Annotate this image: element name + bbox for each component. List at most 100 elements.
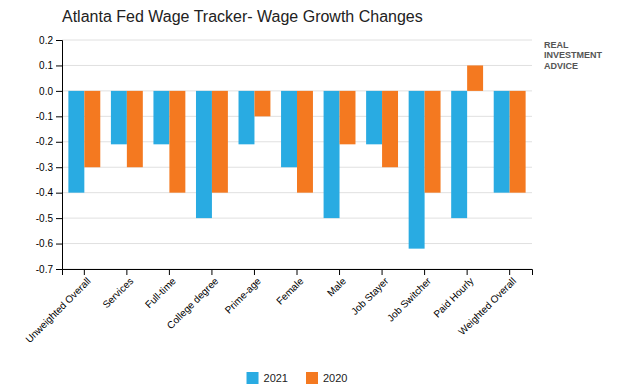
legend-label: 2021 [264,372,288,384]
x-axis: Unweighted OverallServicesFull-timeColle… [23,269,532,345]
tick: -0.4 [36,187,62,198]
tick-mark [339,269,340,275]
tick: Paid Hourly [431,269,475,320]
tick-mark [56,244,62,245]
y-axis: -0.7 -0.6 -0.5 -0.4 -0.3 -0.2 -0.1 0.0 0.1 0.2 [36,35,63,275]
tick-label: Job Stayer [349,275,391,317]
bar [111,91,127,144]
legend-item: 2021 [247,372,288,384]
tick-mark [211,269,212,275]
bar [409,91,425,249]
tick-label: Unweighted Overall [23,275,92,344]
tick-mark [56,269,62,270]
plot: -0.7 -0.6 -0.5 -0.4 -0.3 -0.2 -0.1 0.0 0.1 0.2 Unw… [23,35,532,345]
bar [169,91,185,193]
bar [196,91,212,218]
tick: -0.5 [36,213,62,224]
tick: College degree [165,269,221,331]
bar [254,91,270,116]
tick-mark [126,269,127,275]
tick-label: Full-time [143,275,178,310]
tick-mark [467,269,468,275]
tick-label: Weighted Overall [456,275,518,337]
tick: Weighted Overall [456,269,518,337]
annotation: REALINVESTMENTADVICE [544,40,603,71]
tick-label: -0.4 [36,187,54,198]
bar [297,91,313,193]
bar [84,91,100,167]
series [68,91,509,249]
tick-label: -0.3 [36,162,54,173]
tick: Services [100,269,135,310]
bar [127,91,143,167]
tick-label: -0.1 [36,111,54,122]
tick-mark [169,269,170,275]
tick: Full-time [143,269,178,310]
tick-label: Prime-age [223,275,264,316]
tick-mark [56,167,62,168]
tick-mark [56,218,62,219]
legend-item: 2020 [306,372,347,384]
bar [239,91,255,144]
bar [366,91,382,144]
tick: Unweighted Overall [23,269,92,345]
bar [212,91,228,193]
grid [62,40,532,269]
tick: -0.1 [36,111,62,122]
tick-label: Paid Hourly [431,275,475,319]
bar [281,91,297,167]
chart: Atlanta Fed Wage Tracker- Wage Growth Ch… [0,0,637,391]
legend-label: 2020 [323,372,347,384]
tick-label: 0.0 [39,86,53,97]
tick-label: Job Switcher [385,275,434,324]
bar [68,91,84,193]
tick-label: -0.2 [36,136,54,147]
tick-label: -0.7 [36,264,54,275]
tick-mark [56,116,62,117]
legend-swatch [247,372,259,384]
tick-mark [254,269,255,275]
bar [340,91,356,144]
bar [153,91,169,144]
bar [451,91,467,218]
tick-mark [84,269,85,275]
bar [494,91,510,193]
tick-mark [297,269,298,275]
tick: 0.2 [39,35,62,46]
tick: Prime-age [223,269,264,316]
tick-label: -0.6 [36,238,54,249]
tick-label: -0.5 [36,213,54,224]
bar [510,91,526,193]
tick: -0.3 [36,162,62,173]
tick-mark [56,193,62,194]
tick-mark [382,269,383,275]
tick-mark [56,65,62,66]
legend-swatch [306,372,318,384]
bar [467,65,483,90]
tick-mark [56,142,62,143]
tick: Female [274,269,306,307]
title: Atlanta Fed Wage Tracker- Wage Growth Ch… [62,8,423,25]
tick-label: Male [325,275,348,298]
tick: -0.2 [36,136,62,147]
tick-label: Female [274,275,306,307]
axis-line [63,270,533,276]
tick-label: College degree [165,275,221,331]
bar [382,91,398,167]
axis-line [56,41,63,270]
tick: 0.0 [39,86,62,97]
grid-line [62,65,532,66]
grid-line [62,40,532,41]
bar [425,91,441,193]
tick-label: 0.1 [39,60,53,71]
tick-mark [424,269,425,275]
tick-mark [56,40,62,41]
series [84,65,525,192]
tick: Job Stayer [349,269,391,317]
grid-line [62,243,532,244]
tick: 0.1 [39,60,62,71]
tick: Male [325,269,348,298]
tick: Job Switcher [385,269,434,324]
tick-label: Services [100,275,135,310]
tick: -0.7 [36,264,62,275]
